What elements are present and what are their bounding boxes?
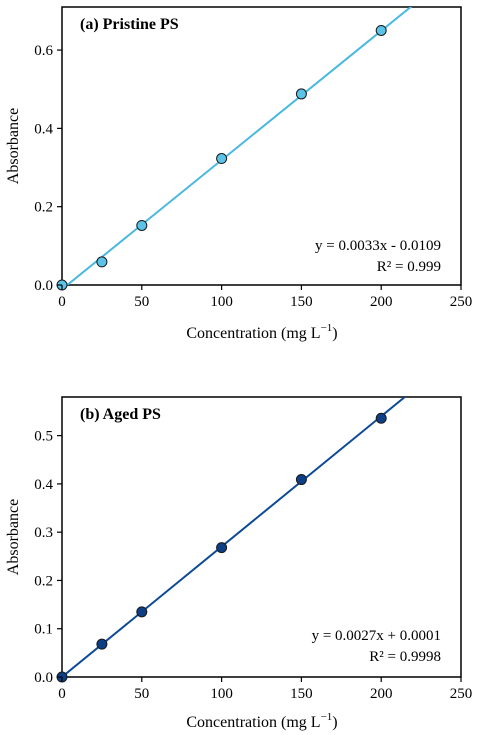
panel-a-x-tick-label: 100 xyxy=(210,294,233,310)
panel-b-x-tick-label: 250 xyxy=(450,686,473,702)
panel-b-y-tick-label: 0.3 xyxy=(34,525,53,541)
panel-a-plot-frame xyxy=(61,6,462,286)
panel-a-y-tick-label: 0.2 xyxy=(34,200,53,216)
panel-a-x-tick-label: 200 xyxy=(370,294,393,310)
panel-a-data-point xyxy=(375,24,387,36)
panel-a-x-tick-label: 0 xyxy=(58,294,66,310)
panel-b-y-tick-label: 0.4 xyxy=(34,477,53,493)
panel-b: 0 50 100 150 200 250 0.0 0.1 0.2 0.3 0.4 0.5 (b) A… xyxy=(5,396,472,731)
panel-b-plot-frame xyxy=(61,396,462,678)
panel-b-title: (b) Aged PS xyxy=(80,406,161,423)
panel-a-y-tick-label: 0.0 xyxy=(34,278,53,294)
panel-b-r-squared: R² = 0.9998 xyxy=(369,649,441,665)
panel-a-x-ticks: 0 50 100 150 200 250 xyxy=(58,285,472,310)
panel-a-x-tick-label: 250 xyxy=(450,294,473,310)
panel-b-data-point xyxy=(136,606,148,618)
panel-a-data-point xyxy=(216,153,228,165)
panel-b-data-point xyxy=(96,638,108,650)
panel-a-title: (a) Pristine PS xyxy=(80,16,179,33)
panel-b-y-tick-label: 0.2 xyxy=(34,573,53,589)
panel-b-equation: y = 0.0027x + 0.0001 xyxy=(312,628,441,644)
panel-a-x-tick-label: 150 xyxy=(290,294,313,310)
panel-b-data-point xyxy=(375,412,387,424)
panel-a-x-axis-label: Concentration (mg L−1) xyxy=(186,322,337,342)
panel-a-data-point xyxy=(136,219,148,231)
panel-a-fit-line xyxy=(65,7,413,285)
panel-b-y-tick-label: 0.0 xyxy=(34,670,53,686)
panel-b-data-point xyxy=(295,474,307,486)
panel-a-y-tick-label: 0.4 xyxy=(34,121,53,137)
panel-b-x-ticks: 0 50 100 150 200 250 xyxy=(58,677,472,702)
panel-a: 0 50 100 150 200 250 0.0 0.2 0.4 0.6 (a) Pristin… xyxy=(5,6,472,342)
panel-b-x-tick-label: 200 xyxy=(370,686,393,702)
panel-a-fit-line-layer xyxy=(65,7,413,285)
panel-b-y-tick-label: 0.1 xyxy=(34,622,53,638)
panel-b-y-axis-label: Absorbance xyxy=(5,499,22,575)
panel-b-fit-line xyxy=(62,397,407,677)
panel-a-equation: y = 0.0033x - 0.0109 xyxy=(315,238,441,254)
panel-b-x-tick-label: 100 xyxy=(210,686,233,702)
panel-a-y-axis-label: Absorbance xyxy=(5,108,22,184)
panel-b-x-tick-label: 150 xyxy=(290,686,313,702)
panel-b-y-tick-label: 0.5 xyxy=(34,429,53,445)
panel-b-data-point xyxy=(216,542,228,554)
panel-b-x-axis-label: Concentration (mg L−1) xyxy=(186,711,337,731)
panel-b-points-layer xyxy=(56,412,387,683)
panel-a-y-ticks: 0.0 0.2 0.4 0.6 xyxy=(34,43,62,294)
panel-a-x-tick-label: 50 xyxy=(134,294,149,310)
panel-a-y-tick-label: 0.6 xyxy=(34,43,53,59)
panel-a-data-point xyxy=(295,88,307,100)
panel-b-x-tick-label: 50 xyxy=(134,686,149,702)
panel-b-x-tick-label: 0 xyxy=(58,686,66,702)
panel-a-r-squared: R² = 0.999 xyxy=(377,259,441,275)
panel-b-y-ticks: 0.0 0.1 0.2 0.3 0.4 0.5 xyxy=(34,429,62,686)
panel-b-fit-line-layer xyxy=(62,397,407,677)
panel-a-data-point xyxy=(96,256,108,268)
